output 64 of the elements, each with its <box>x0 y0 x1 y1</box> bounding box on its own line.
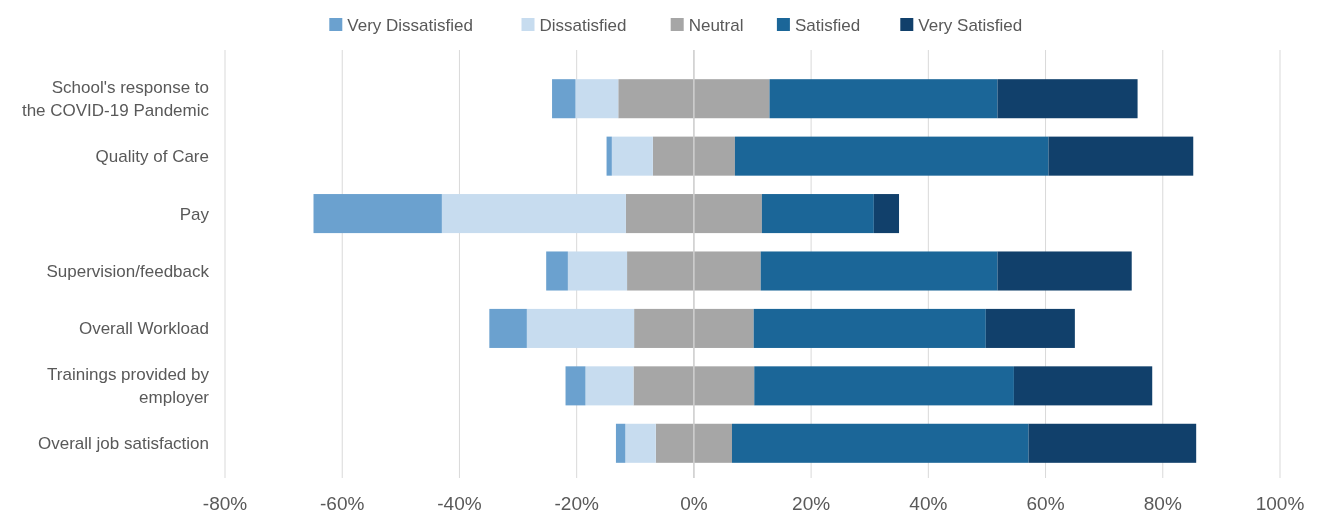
bar <box>985 308 1075 348</box>
bar <box>693 79 770 119</box>
x-tick-label: 0% <box>680 493 708 514</box>
x-tick-label: 80% <box>1143 493 1182 514</box>
bar <box>552 79 576 119</box>
bar <box>634 308 694 348</box>
bar <box>731 423 1029 463</box>
legend-label: Very Dissatisfied <box>347 16 473 35</box>
y-tick-label: Supervision/feedback <box>46 262 210 281</box>
y-tick-label: Overall Workload <box>78 319 209 339</box>
bar <box>753 308 986 348</box>
legend-label: Dissatisfied <box>539 16 627 35</box>
bar <box>693 366 755 406</box>
bar <box>1028 423 1197 463</box>
bar <box>625 194 694 234</box>
legend-label: Neutral <box>688 16 744 35</box>
x-tick-label: 20% <box>792 493 831 514</box>
bar <box>1048 136 1194 176</box>
bar <box>565 366 586 406</box>
bar <box>526 308 635 348</box>
bar <box>585 366 634 406</box>
bar <box>754 366 1014 406</box>
bar <box>873 194 900 234</box>
x-tick-label: -40% <box>437 493 482 514</box>
x-tick-label: 100% <box>1255 493 1305 514</box>
bar <box>627 251 694 291</box>
y-tick-label: Overall job satisfaction <box>37 434 209 454</box>
y-tick-label: Quality of Care <box>95 147 209 167</box>
bar <box>625 423 656 463</box>
y-tick-label: Pay <box>179 204 210 224</box>
bar <box>567 251 628 291</box>
bar <box>769 79 998 119</box>
legend-label: Very Satisfied <box>918 16 1023 35</box>
bar <box>693 194 762 234</box>
bar <box>633 366 694 406</box>
x-tick-label: -80% <box>202 493 248 514</box>
x-tick-label: -20% <box>554 493 599 514</box>
bar <box>997 251 1132 291</box>
bar <box>655 423 694 463</box>
bar <box>693 308 754 348</box>
y-tick-label: Trainings provided by employer <box>47 365 210 408</box>
bar <box>693 251 761 291</box>
x-tick-label: -60% <box>320 493 365 514</box>
bar <box>1013 366 1153 406</box>
x-tick-label: 40% <box>909 493 948 514</box>
bar <box>575 79 619 119</box>
bar <box>489 308 527 348</box>
bar <box>693 423 732 463</box>
bar <box>546 251 568 291</box>
bar <box>997 79 1138 119</box>
bar <box>693 136 735 176</box>
bar <box>760 251 998 291</box>
bar <box>313 194 442 234</box>
bar <box>652 136 694 176</box>
bar <box>615 423 626 463</box>
bar <box>606 136 612 176</box>
bar <box>761 194 874 234</box>
bar <box>618 79 694 119</box>
x-tick-label: 60% <box>1026 493 1065 514</box>
bar <box>441 194 626 234</box>
y-tick-label: School's response to the COVID-19 Pandemic <box>21 78 210 121</box>
bar <box>734 136 1049 176</box>
bar <box>611 136 653 176</box>
legend-label: Satisfied <box>794 16 861 35</box>
